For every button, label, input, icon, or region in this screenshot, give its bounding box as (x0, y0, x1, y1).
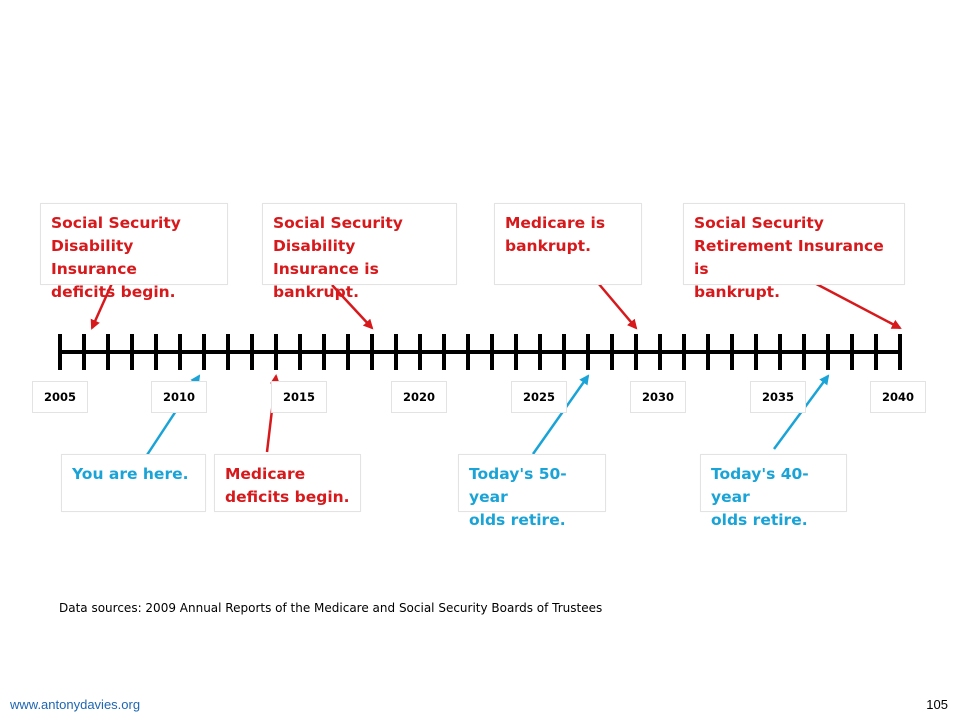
callout-medicare-deficits: Medicare deficits begin. (214, 454, 361, 512)
callout-medicare-bankrupt: Medicare is bankrupt. (494, 203, 642, 285)
year-label: 2005 (32, 381, 88, 413)
callout-40yo-retire: Today's 40-year olds retire. (700, 454, 847, 529)
callout-ssdi-deficits-text: Social Security Disability Insurance def… (51, 214, 181, 301)
page-number: 105 (926, 697, 948, 712)
callout-40yo-retire-text: Today's 40-year olds retire. (711, 465, 809, 529)
year-label: 2030 (630, 381, 686, 413)
year-label: 2035 (750, 381, 806, 413)
callout-medicare-deficits-text: Medicare deficits begin. (225, 465, 350, 506)
year-label: 2025 (511, 381, 567, 413)
website-link[interactable]: www.antonydavies.org (10, 697, 141, 712)
year-label: 2010 (151, 381, 207, 413)
callout-ssdi-bankrupt-text: Social Security Disability Insurance is … (273, 214, 403, 301)
callout-50yo-retire: Today's 50-year olds retire. (458, 454, 606, 529)
arrow-down-event (531, 374, 590, 455)
callout-ssri-bankrupt-text: Social Security Retirement Insurance is … (694, 214, 884, 301)
arrow-up-event (331, 284, 374, 330)
year-label: 2040 (870, 381, 926, 413)
callout-ssdi-bankrupt: Social Security Disability Insurance is … (262, 203, 457, 301)
year-label: 2015 (271, 381, 327, 413)
callout-50yo-retire-text: Today's 50-year olds retire. (469, 465, 567, 529)
callout-you-are-here: You are here. (61, 454, 206, 512)
callout-ssdi-deficits: Social Security Disability Insurance def… (40, 203, 228, 301)
source-note: Data sources: 2009 Annual Reports of the… (59, 601, 603, 615)
year-label: 2020 (391, 381, 447, 413)
callout-ssri-bankrupt: Social Security Retirement Insurance is … (683, 203, 905, 301)
arrow-up-event (90, 280, 115, 330)
callout-you-are-here-text: You are here. (72, 465, 189, 483)
callout-medicare-bankrupt-text: Medicare is bankrupt. (505, 214, 606, 255)
